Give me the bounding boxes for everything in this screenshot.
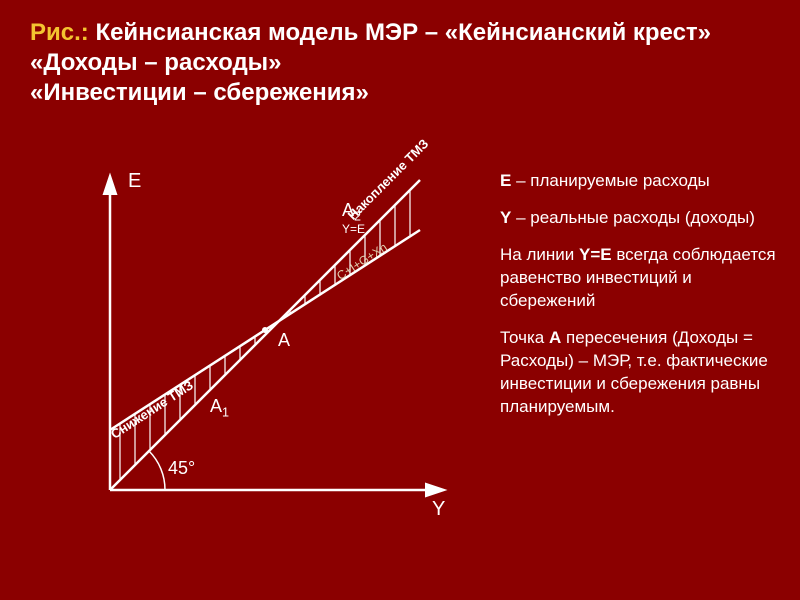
- slide-title: Рис.: Кейнсианская модель МЭР – «Кейнсиа…: [0, 0, 800, 108]
- axis-label-e: E: [128, 170, 141, 193]
- label-ye: Y=E: [342, 222, 365, 236]
- title-prefix: Рис.:: [30, 19, 95, 46]
- axis-label-y: Y: [432, 498, 445, 521]
- point-a-label: A: [278, 330, 290, 351]
- legend-p4: Точка А пересечения (Доходы = Расходы) –…: [500, 327, 780, 419]
- legend-p2: Y – реальные расходы (доходы): [500, 207, 780, 230]
- legend-text: Е – планируемые расходы Y – реальные рас…: [500, 170, 780, 432]
- title-line3: «Инвестиции – сбережения»: [30, 78, 770, 108]
- chart-svg: [40, 170, 470, 550]
- legend-p3: На линии Y=E всегда соблюдается равенств…: [500, 244, 780, 313]
- line-45deg: [110, 180, 420, 490]
- legend-p1: Е – планируемые расходы: [500, 170, 780, 193]
- point-a1-label: A1: [210, 396, 229, 420]
- angle-45-label: 45°: [168, 458, 195, 479]
- title-main: Кейнсианская модель МЭР – «Кейнсианский …: [95, 19, 711, 46]
- title-line2: «Доходы – расходы»: [30, 48, 770, 78]
- keynesian-cross-chart: E Y 45° A A1 A2 Y=E Накопление ТМЗ C+I+G…: [40, 170, 470, 550]
- point-a-dot: [262, 327, 268, 333]
- angle-arc: [149, 451, 165, 490]
